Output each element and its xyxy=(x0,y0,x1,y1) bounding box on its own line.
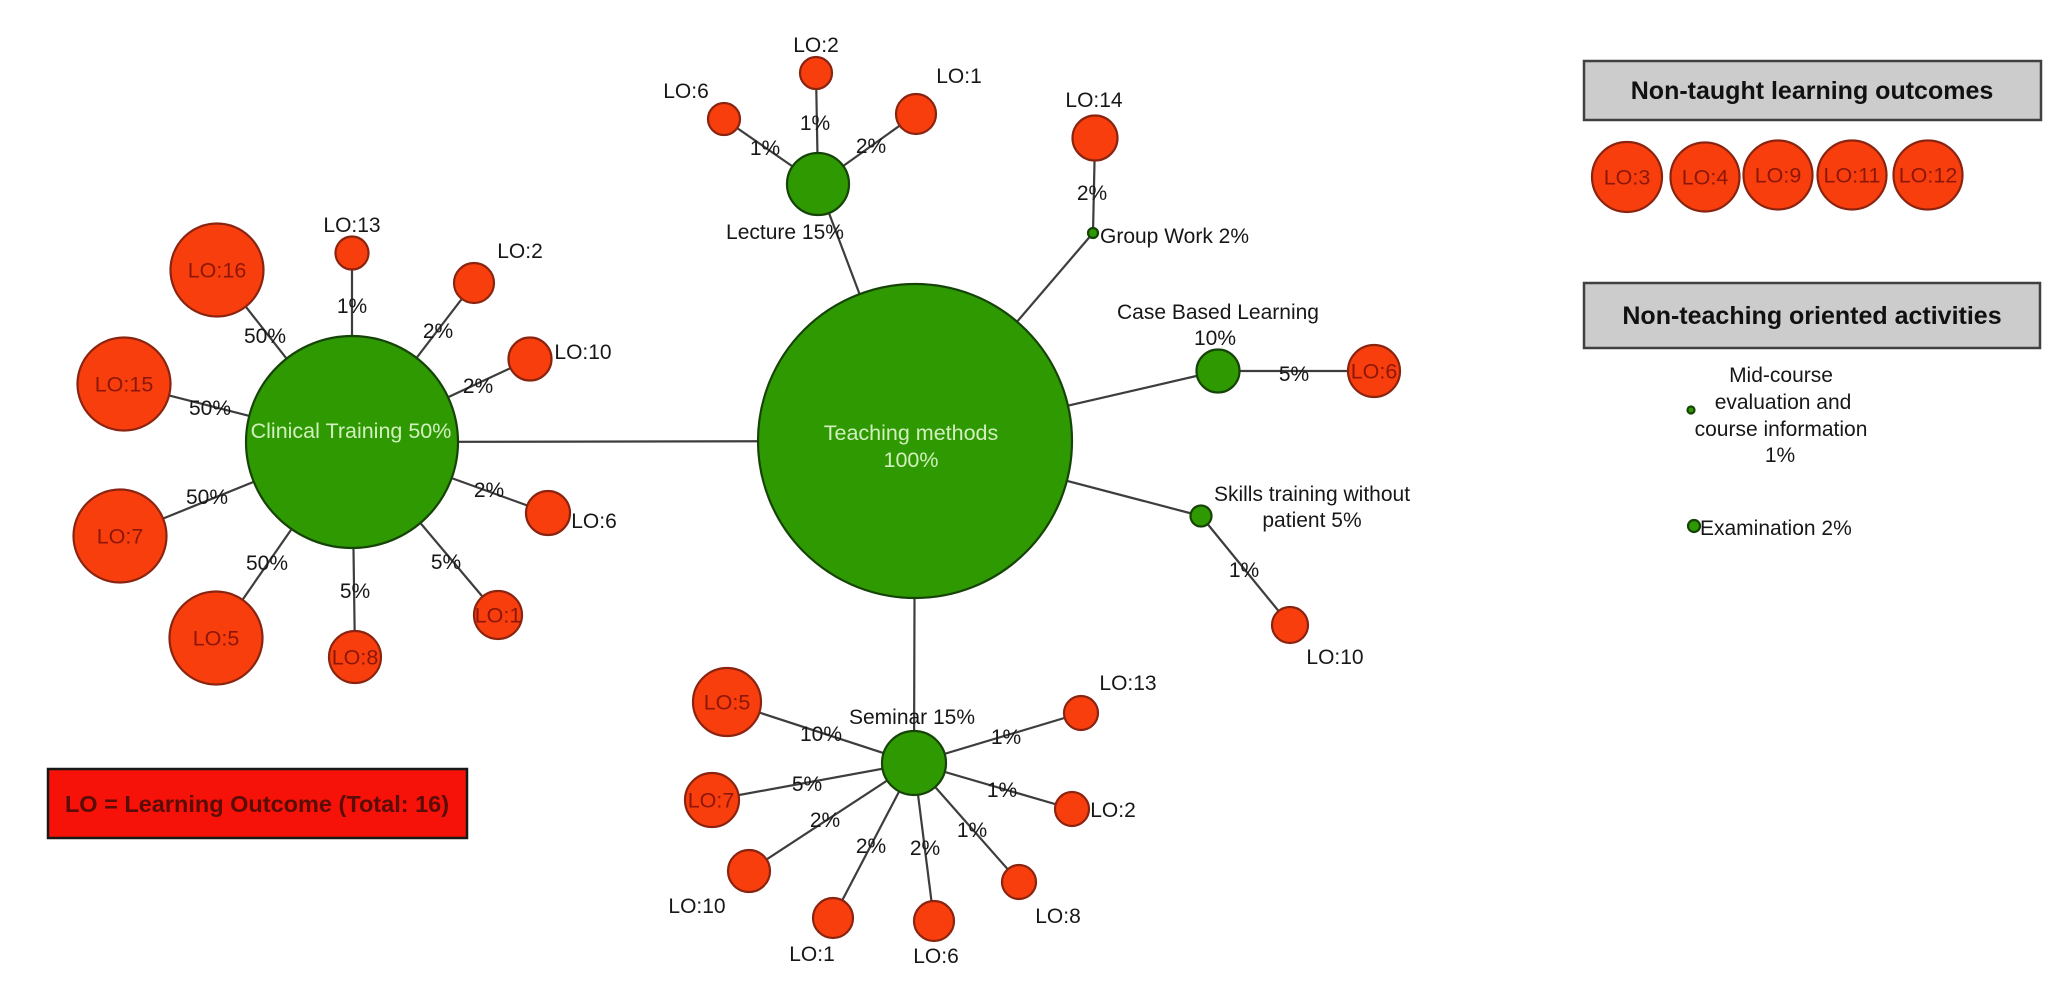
svg-text:2%: 2% xyxy=(856,835,886,858)
svg-text:Mid-course: Mid-course xyxy=(1729,364,1833,387)
svg-text:2%: 2% xyxy=(463,375,493,398)
svg-text:2%: 2% xyxy=(856,135,886,158)
svg-text:course information: course information xyxy=(1695,418,1868,441)
svg-text:2%: 2% xyxy=(423,320,453,343)
svg-text:LO:10: LO:10 xyxy=(554,341,611,364)
svg-text:LO:5: LO:5 xyxy=(704,691,751,715)
svg-text:2%: 2% xyxy=(1077,182,1107,205)
svg-text:LO:15: LO:15 xyxy=(95,373,154,397)
svg-text:LO:5: LO:5 xyxy=(193,627,240,651)
svg-text:1%: 1% xyxy=(957,819,987,842)
svg-text:LO:8: LO:8 xyxy=(332,646,379,670)
svg-text:2%: 2% xyxy=(810,809,840,832)
svg-text:5%: 5% xyxy=(792,773,822,796)
svg-text:1%: 1% xyxy=(1765,444,1795,467)
svg-text:1%: 1% xyxy=(1229,559,1259,582)
svg-text:patient 5%: patient 5% xyxy=(1262,509,1361,532)
svg-text:LO:13: LO:13 xyxy=(1099,672,1156,695)
svg-text:LO:2: LO:2 xyxy=(1090,799,1136,822)
svg-text:LO:3: LO:3 xyxy=(1604,166,1651,190)
svg-text:10%: 10% xyxy=(800,723,842,746)
svg-text:LO:2: LO:2 xyxy=(497,240,543,263)
svg-text:Skills training without: Skills training without xyxy=(1214,483,1410,506)
svg-text:LO:7: LO:7 xyxy=(97,525,144,549)
svg-text:LO:16: LO:16 xyxy=(188,259,247,283)
svg-text:LO:10: LO:10 xyxy=(668,895,725,918)
svg-text:LO:4: LO:4 xyxy=(1682,166,1729,190)
svg-text:LO:1: LO:1 xyxy=(475,604,522,628)
svg-text:1%: 1% xyxy=(337,295,367,318)
svg-text:LO:11: LO:11 xyxy=(1824,164,1881,188)
svg-text:Clinical Training 50%: Clinical Training 50% xyxy=(251,419,452,443)
svg-text:LO:6: LO:6 xyxy=(571,510,617,533)
svg-text:LO:6: LO:6 xyxy=(663,80,709,103)
svg-text:50%: 50% xyxy=(186,486,228,509)
svg-text:50%: 50% xyxy=(244,325,286,348)
svg-text:2%: 2% xyxy=(910,837,940,860)
svg-text:1%: 1% xyxy=(987,779,1017,802)
svg-text:LO = Learning Outcome (Total:: LO = Learning Outcome (Total: 16) xyxy=(65,791,449,817)
svg-text:Seminar 15%: Seminar 15% xyxy=(849,706,975,729)
svg-text:1%: 1% xyxy=(991,726,1021,749)
svg-text:LO:12: LO:12 xyxy=(1899,164,1958,188)
svg-text:LO:14: LO:14 xyxy=(1065,89,1123,112)
svg-text:Case Based Learning: Case Based Learning xyxy=(1117,301,1319,324)
svg-text:2%: 2% xyxy=(474,479,504,502)
svg-text:LO:10: LO:10 xyxy=(1306,646,1363,669)
svg-text:50%: 50% xyxy=(189,397,231,420)
svg-text:50%: 50% xyxy=(246,552,288,575)
svg-text:LO:2: LO:2 xyxy=(793,34,839,57)
svg-text:Examination 2%: Examination 2% xyxy=(1700,517,1852,540)
svg-text:1%: 1% xyxy=(750,137,780,160)
svg-text:LO:8: LO:8 xyxy=(1035,905,1081,928)
svg-text:5%: 5% xyxy=(431,551,461,574)
svg-text:LO:6: LO:6 xyxy=(1351,360,1398,384)
svg-text:5%: 5% xyxy=(1279,363,1309,386)
svg-text:LO:13: LO:13 xyxy=(323,214,380,237)
svg-text:Lecture 15%: Lecture 15% xyxy=(726,221,844,244)
svg-text:10%: 10% xyxy=(1194,327,1236,350)
svg-text:LO:1: LO:1 xyxy=(789,943,835,966)
svg-text:5%: 5% xyxy=(340,580,370,603)
svg-text:Teaching methods: Teaching methods xyxy=(824,421,999,445)
svg-text:LO:6: LO:6 xyxy=(913,945,959,968)
svg-text:LO:1: LO:1 xyxy=(936,65,982,88)
svg-text:evaluation and: evaluation and xyxy=(1715,391,1852,414)
svg-text:100%: 100% xyxy=(884,448,939,472)
svg-text:Non-taught learning outcomes: Non-taught learning outcomes xyxy=(1631,77,1994,105)
svg-text:1%: 1% xyxy=(800,112,830,135)
svg-text:Non-teaching oriented activiti: Non-teaching oriented activities xyxy=(1622,302,2001,330)
svg-text:LO:9: LO:9 xyxy=(1755,164,1802,188)
svg-text:LO:7: LO:7 xyxy=(688,789,735,813)
svg-text:Group Work 2%: Group Work 2% xyxy=(1100,225,1249,248)
